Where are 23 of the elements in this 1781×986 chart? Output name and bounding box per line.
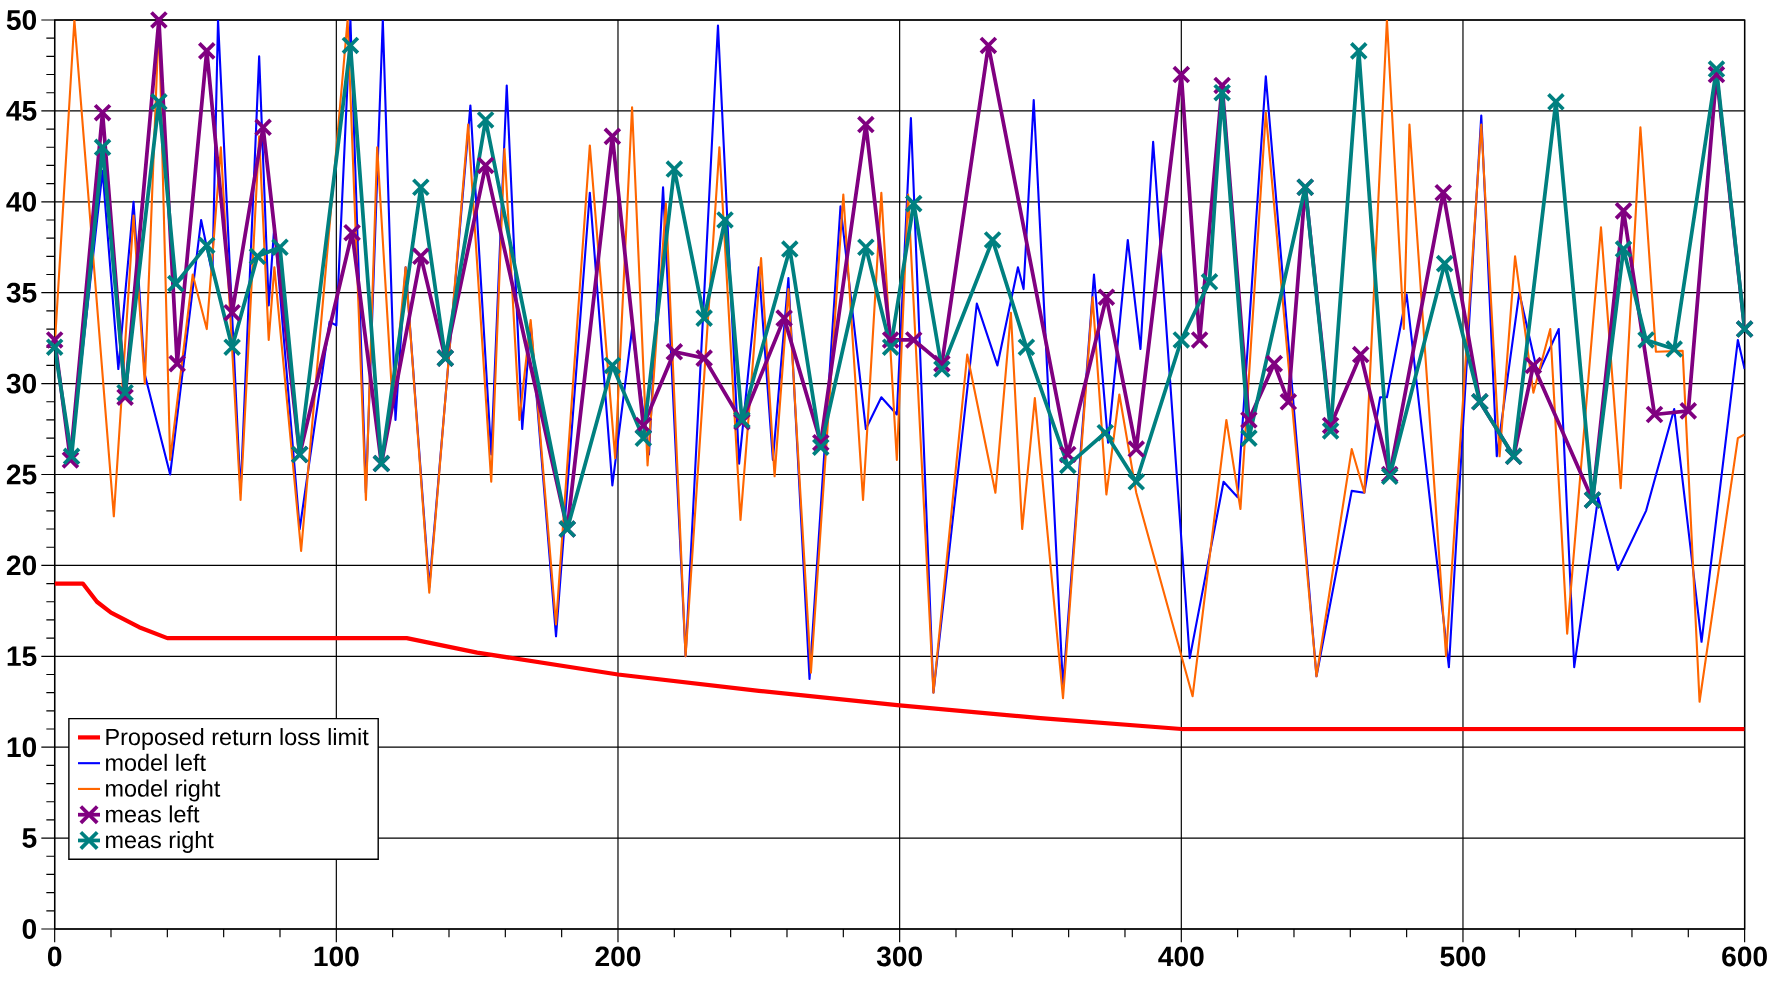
legend-label: model left [106,753,206,772]
x-tick-label: 300 [876,946,922,967]
x-tick-label: 200 [595,946,641,967]
x-tick-label: 600 [1722,946,1767,967]
y-tick-label: 50 [6,10,37,30]
x-tick-label: 500 [1440,946,1486,967]
x-tick-label: 100 [314,946,359,967]
x-tick-label: 0 [47,946,62,967]
y-tick-label: 15 [7,646,37,667]
legend-label: meas right [106,831,214,853]
legend-label: meas left [106,805,200,823]
y-tick-label: 5 [22,828,37,848]
legend-label: model right [106,779,221,802]
x-tick-label: 400 [1158,946,1204,967]
y-tick-label: 0 [22,919,37,939]
y-tick-label: 35 [6,282,37,303]
y-tick-label: 45 [6,101,37,121]
legend-label: Proposed return loss limit [106,728,369,750]
y-tick-label: 20 [6,555,37,576]
y-tick-label: 25 [6,464,37,485]
y-tick-label: 10 [7,737,37,758]
y-tick-label: 40 [6,191,37,212]
y-tick-label: 30 [6,373,37,394]
